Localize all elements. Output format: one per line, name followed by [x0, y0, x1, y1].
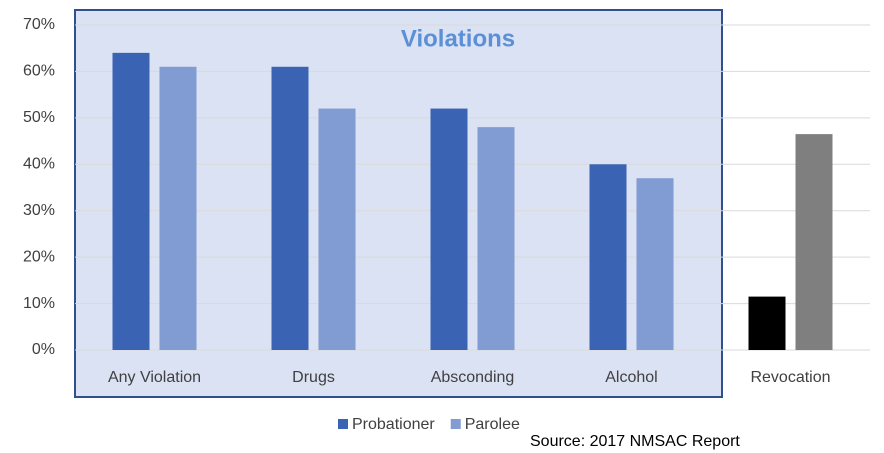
x-tick-label: Alcohol	[605, 369, 657, 386]
bar	[589, 164, 627, 350]
bar	[271, 66, 309, 351]
bar	[636, 178, 674, 350]
bar	[318, 108, 356, 350]
bar	[795, 134, 833, 350]
y-tick-label: 0%	[32, 341, 55, 358]
y-tick-label: 10%	[23, 295, 55, 312]
y-tick-label: 70%	[23, 16, 55, 33]
legend-swatch	[338, 419, 348, 429]
y-tick-label: 60%	[23, 63, 55, 80]
legend-label: Probationer	[352, 416, 435, 433]
x-tick-label: Any Violation	[108, 369, 201, 386]
annotation: Violations	[401, 25, 515, 52]
y-tick-label: 40%	[23, 156, 55, 173]
y-tick-label: 20%	[23, 248, 55, 265]
bar	[159, 66, 197, 351]
source: Source: 2017 NMSAC Report	[530, 433, 740, 450]
x-tick-label: Revocation	[750, 369, 830, 386]
x-tick-label: Drugs	[292, 369, 335, 386]
x-tick-label: Absconding	[431, 369, 515, 386]
bar	[477, 127, 515, 351]
legend-label: Parolee	[465, 416, 520, 433]
bar	[430, 108, 468, 350]
y-tick-label: 50%	[23, 109, 55, 126]
legend-swatch	[450, 419, 461, 429]
bar	[112, 52, 150, 350]
y-tick-label: 30%	[23, 202, 55, 219]
bar	[748, 296, 786, 350]
